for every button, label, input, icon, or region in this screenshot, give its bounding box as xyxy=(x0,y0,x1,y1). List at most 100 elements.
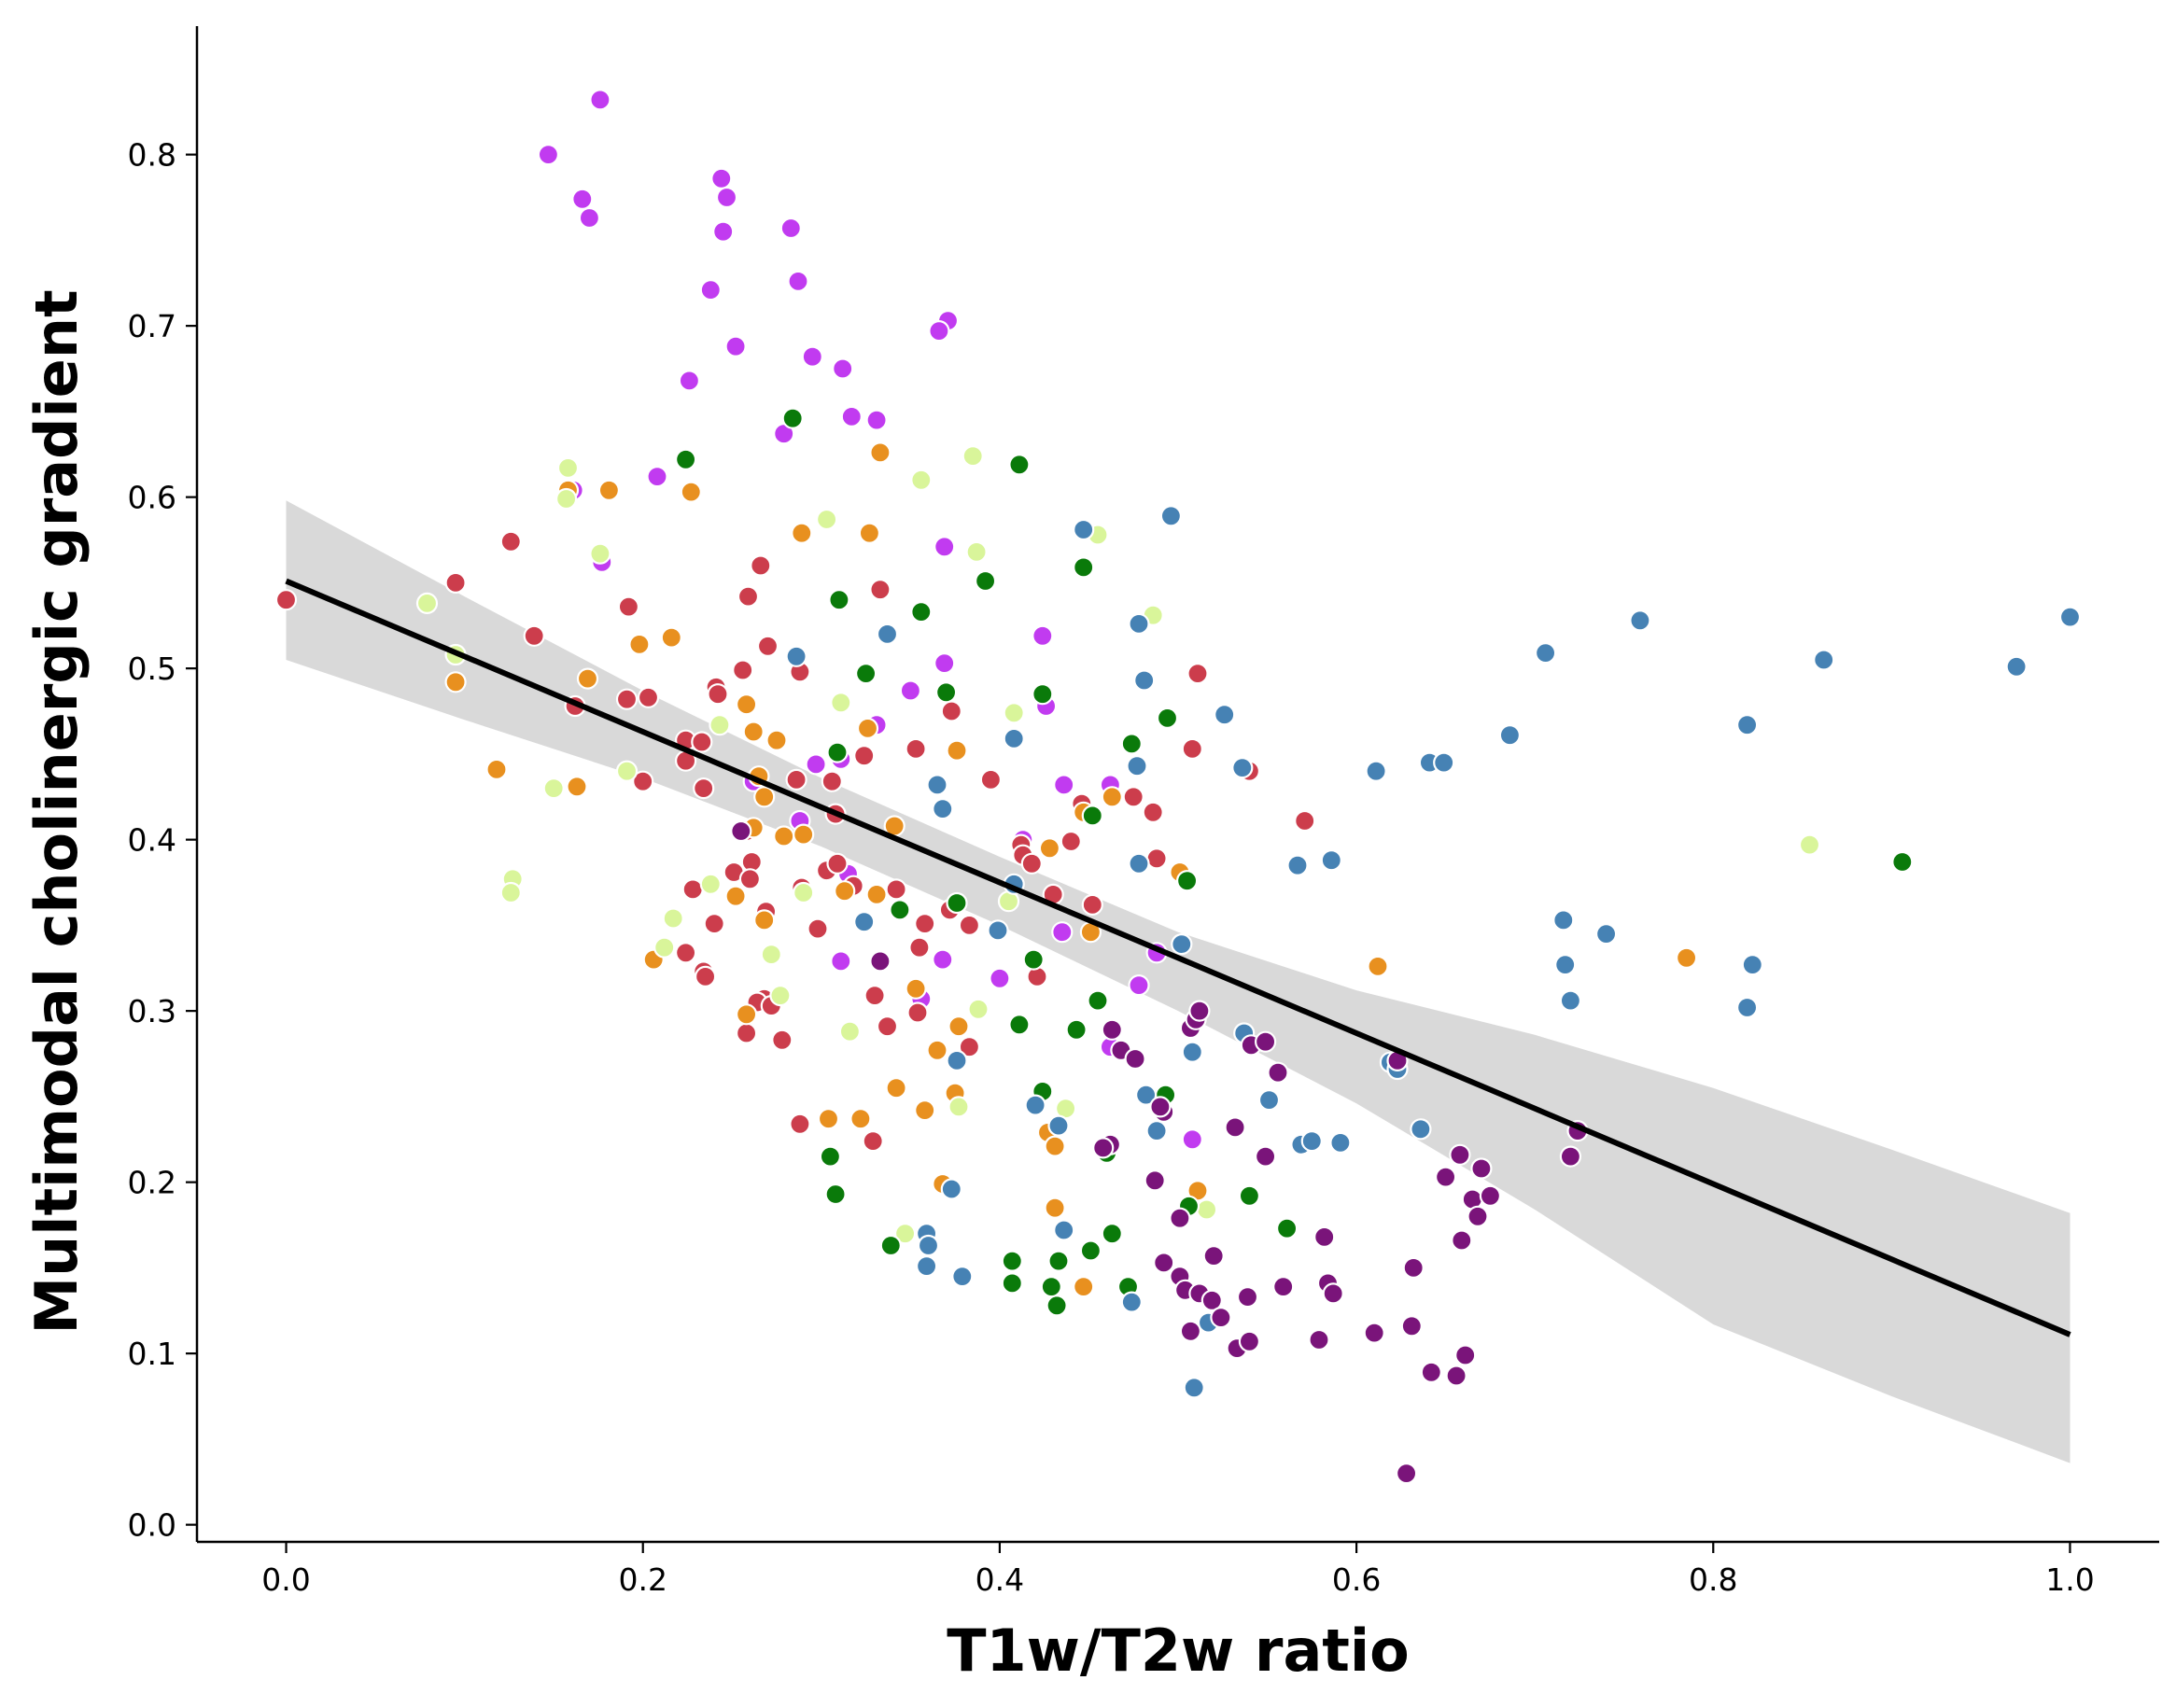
scatter-point xyxy=(681,878,704,901)
scatter-point xyxy=(1320,849,1342,872)
scatter-point xyxy=(576,667,599,690)
confidence-band xyxy=(286,500,2071,1463)
scatter-point xyxy=(1092,1137,1115,1159)
scatter-point xyxy=(715,186,738,209)
scatter-point xyxy=(1003,727,1025,750)
scatter-point xyxy=(1498,724,1522,747)
scatter-point xyxy=(932,948,954,971)
scatter-point xyxy=(1122,786,1144,808)
scatter-point xyxy=(566,776,588,798)
scatter-point xyxy=(1200,1289,1223,1311)
scatter-point xyxy=(791,522,813,544)
scatter-point xyxy=(1275,1217,1299,1239)
scatter-point xyxy=(1183,1377,1205,1399)
scatter-point xyxy=(691,731,713,753)
scatter-point xyxy=(1798,833,1821,856)
scatter-point xyxy=(737,585,760,608)
scatter-point xyxy=(735,1022,758,1044)
scatter-point xyxy=(1365,760,1387,782)
scatter-point xyxy=(948,1015,970,1038)
scatter-point xyxy=(1020,852,1043,875)
y-tick-label: 0.8 xyxy=(128,137,176,174)
scatter-point xyxy=(1188,1000,1211,1022)
scatter-point xyxy=(826,852,849,875)
scatter-point xyxy=(908,936,931,959)
scatter-point xyxy=(1001,1272,1023,1295)
scatter-point xyxy=(793,823,815,846)
scatter-point xyxy=(274,589,298,611)
scatter-point xyxy=(1552,909,1575,931)
scatter-point xyxy=(1159,505,1183,527)
scatter-point xyxy=(979,768,1003,791)
scatter-point xyxy=(1454,1344,1477,1366)
scatter-point xyxy=(1395,1462,1418,1485)
scatter-point xyxy=(1629,609,1651,632)
scatter-point xyxy=(1257,1088,1281,1112)
scatter-point xyxy=(1594,922,1618,945)
scatter-point xyxy=(932,797,954,820)
scatter-point xyxy=(1554,953,1577,976)
scatter-point xyxy=(1145,847,1168,870)
scatter-point xyxy=(1128,973,1150,997)
scatter-point xyxy=(1073,1275,1095,1298)
scatter-point xyxy=(785,768,807,791)
x-axis-title: T1w/T2w ratio xyxy=(947,1617,1410,1685)
scatter-point xyxy=(905,977,927,1000)
scatter-point xyxy=(1410,1118,1432,1141)
scatter-point xyxy=(1101,786,1123,808)
scatter-point xyxy=(699,279,722,301)
scatter-point xyxy=(1008,1014,1031,1036)
scatter-point xyxy=(858,522,881,544)
scatter-point xyxy=(1079,1239,1102,1262)
scatter-point xyxy=(1451,1229,1473,1252)
scatter-point xyxy=(946,891,968,915)
scatter-point xyxy=(807,917,829,940)
scatter-point xyxy=(965,540,988,564)
scatter-point xyxy=(946,739,968,762)
scatter-point xyxy=(1044,1135,1066,1157)
scatter-point xyxy=(773,825,795,847)
scatter-point xyxy=(1238,1184,1261,1207)
scatter-point xyxy=(537,144,560,166)
scatter-point xyxy=(699,873,722,895)
scatter-point xyxy=(905,737,927,761)
scatter-point xyxy=(1467,1205,1489,1227)
scatter-point xyxy=(1128,612,1150,636)
scatter-point xyxy=(1144,1169,1166,1192)
scatter-point xyxy=(1300,1129,1323,1153)
scatter-point xyxy=(724,885,747,907)
scatter-point xyxy=(660,626,682,649)
scatter-point xyxy=(615,688,639,710)
scatter-point xyxy=(885,1077,907,1099)
scatter-point xyxy=(589,89,611,111)
scatter-point xyxy=(899,679,922,702)
scatter-point xyxy=(1186,662,1209,685)
scatter-point xyxy=(863,984,886,1007)
scatter-points-layer xyxy=(274,89,2082,1485)
scatter-point xyxy=(1313,1225,1336,1249)
scatter-point xyxy=(571,188,594,210)
y-tick-label: 0.1 xyxy=(128,1336,176,1372)
scatter-point xyxy=(653,936,676,959)
scatter-point xyxy=(1254,1030,1277,1053)
scatter-point xyxy=(893,1223,917,1245)
scatter-point xyxy=(869,441,891,464)
scatter-point xyxy=(499,530,522,553)
scatter-point xyxy=(974,569,997,593)
scatter-point xyxy=(1128,852,1150,875)
scatter-point xyxy=(1735,996,1759,1019)
scatter-point xyxy=(928,320,950,343)
scatter-point xyxy=(789,1113,811,1135)
y-tick-label: 0.0 xyxy=(128,1507,176,1544)
confidence-band-layer xyxy=(286,500,2071,1463)
scatter-point xyxy=(1053,774,1075,796)
series-6 xyxy=(785,505,2082,1399)
scatter-point xyxy=(1179,1320,1202,1342)
scatter-point xyxy=(1040,1275,1062,1298)
scatter-point xyxy=(967,998,990,1020)
y-axis-title: Multimodal cholinergic gradient xyxy=(22,289,91,1334)
scatter-point xyxy=(934,681,958,704)
scatter-point xyxy=(840,405,863,427)
scatter-point xyxy=(678,370,701,392)
